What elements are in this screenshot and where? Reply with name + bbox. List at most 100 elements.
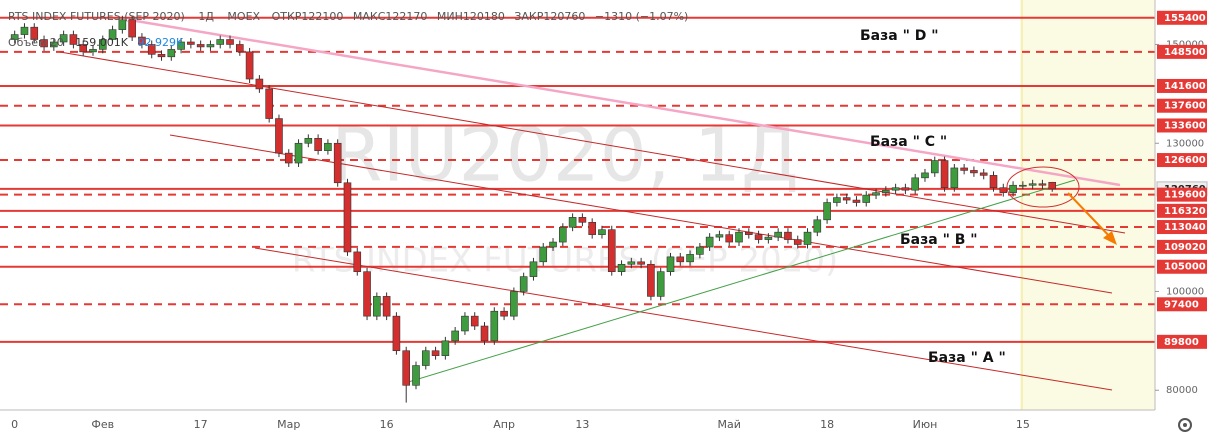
- candle-body: [725, 234, 734, 243]
- candle-body: [431, 350, 440, 356]
- candle-body: [852, 199, 861, 203]
- annotation: База " B ": [900, 232, 978, 248]
- level-label: 155400: [1164, 13, 1206, 24]
- candle-body: [510, 291, 518, 317]
- price-axis-bg: [1155, 0, 1210, 438]
- x-tick-label: 16: [380, 418, 394, 431]
- arrow: [1067, 192, 1114, 241]
- y-tick-label: 80000: [1166, 385, 1198, 396]
- candle-body: [656, 271, 665, 297]
- gear[interactable]: [1178, 418, 1192, 432]
- candle-body: [451, 330, 459, 342]
- info: МИН120180: [437, 10, 505, 23]
- candle-body: [353, 251, 362, 272]
- gear-center[interactable]: [1183, 423, 1187, 427]
- candle-body: [177, 41, 185, 50]
- candle-body: [59, 34, 68, 43]
- level-label-bg: [1157, 239, 1207, 254]
- candle-body: [187, 41, 195, 45]
- candle-body: [607, 229, 616, 272]
- trendline-pink: [129, 18, 1121, 187]
- time-axis-bg: [0, 410, 1155, 438]
- ellipse-marker: [1006, 166, 1080, 208]
- candle-body: [441, 340, 450, 356]
- y-tick-label: 100000: [1166, 286, 1204, 297]
- candle-body: [10, 34, 19, 40]
- candle-body: [872, 192, 880, 196]
- candle-body: [588, 221, 596, 235]
- candle-body: [255, 78, 264, 90]
- level-label-bg: [1157, 153, 1207, 168]
- candle-body: [833, 197, 841, 203]
- level-label-bg: [1157, 187, 1207, 202]
- info: МАКС122170: [353, 10, 428, 23]
- level-label: 105000: [1164, 262, 1206, 273]
- level-label: 109020: [1164, 242, 1206, 253]
- candle-body: [98, 39, 107, 50]
- candle-body: [1028, 183, 1037, 186]
- candle-body: [647, 263, 655, 297]
- candle-body: [294, 142, 303, 164]
- candle-body: [343, 182, 352, 253]
- trendline: [254, 247, 1113, 391]
- candle-body: [1048, 181, 1057, 190]
- trendlines: [59, 18, 1126, 391]
- header: RTS INDEX FUTURES (SEP 2020) 1Д MOEX ОТК…: [8, 10, 688, 49]
- candle-body: [30, 26, 39, 40]
- candle-body: [382, 296, 391, 317]
- candle-body: [529, 261, 538, 277]
- candle-body: [754, 234, 763, 240]
- candle-body: [1019, 184, 1027, 187]
- candle-body: [226, 39, 234, 45]
- watermark: RIU2020, 1Д: [331, 113, 799, 199]
- level-label-bg: [1157, 334, 1207, 349]
- candle-body: [578, 217, 587, 223]
- drawings: [1006, 166, 1117, 245]
- info: ЗАКР120760: [514, 10, 585, 23]
- header-line: RTS INDEX FUTURES (SEP 2020) 1Д MOEX ОТК…: [8, 10, 688, 23]
- level-label-bg: [1157, 98, 1207, 113]
- candle-body: [128, 19, 136, 38]
- candle-body: [911, 177, 919, 191]
- candle-body: [921, 172, 929, 179]
- candle-body: [950, 167, 959, 189]
- candle-body: [421, 350, 430, 366]
- arrow-head: [1103, 231, 1117, 245]
- volume-value: 159.001K: [75, 36, 128, 49]
- trendline-support: [404, 179, 1076, 384]
- candle-body: [314, 138, 322, 151]
- annotation: База " A ": [928, 350, 1006, 366]
- candle-body: [696, 246, 704, 255]
- level-label-bg: [1157, 259, 1207, 274]
- candle-body: [764, 236, 773, 240]
- candle-body: [862, 194, 871, 203]
- candle-body: [960, 167, 968, 171]
- candle-body: [79, 44, 87, 53]
- candle-body: [539, 246, 548, 263]
- candle-body: [774, 231, 782, 238]
- candle-body: [519, 276, 528, 292]
- candle-body: [627, 261, 636, 265]
- x-tick-label: Мар: [277, 418, 300, 431]
- candle-body: [705, 236, 714, 248]
- candle-body: [363, 271, 371, 317]
- candle-body: [157, 54, 166, 58]
- candle-body: [813, 219, 822, 233]
- candle-body: [216, 39, 225, 45]
- candle-body: [108, 29, 117, 40]
- candle-body: [891, 187, 900, 191]
- candle-body: [236, 44, 244, 53]
- candle-body: [412, 365, 420, 386]
- level-label: 148500: [1164, 47, 1206, 58]
- settings-icon[interactable]: [1178, 418, 1192, 432]
- candle-body: [69, 34, 78, 45]
- trendline: [59, 51, 1126, 234]
- candle-body: [1038, 183, 1047, 186]
- candle-body: [470, 315, 479, 327]
- level-label: 133600: [1164, 120, 1206, 131]
- candle-body: [930, 160, 939, 174]
- candle-body: [793, 239, 802, 245]
- candle-body: [784, 231, 792, 240]
